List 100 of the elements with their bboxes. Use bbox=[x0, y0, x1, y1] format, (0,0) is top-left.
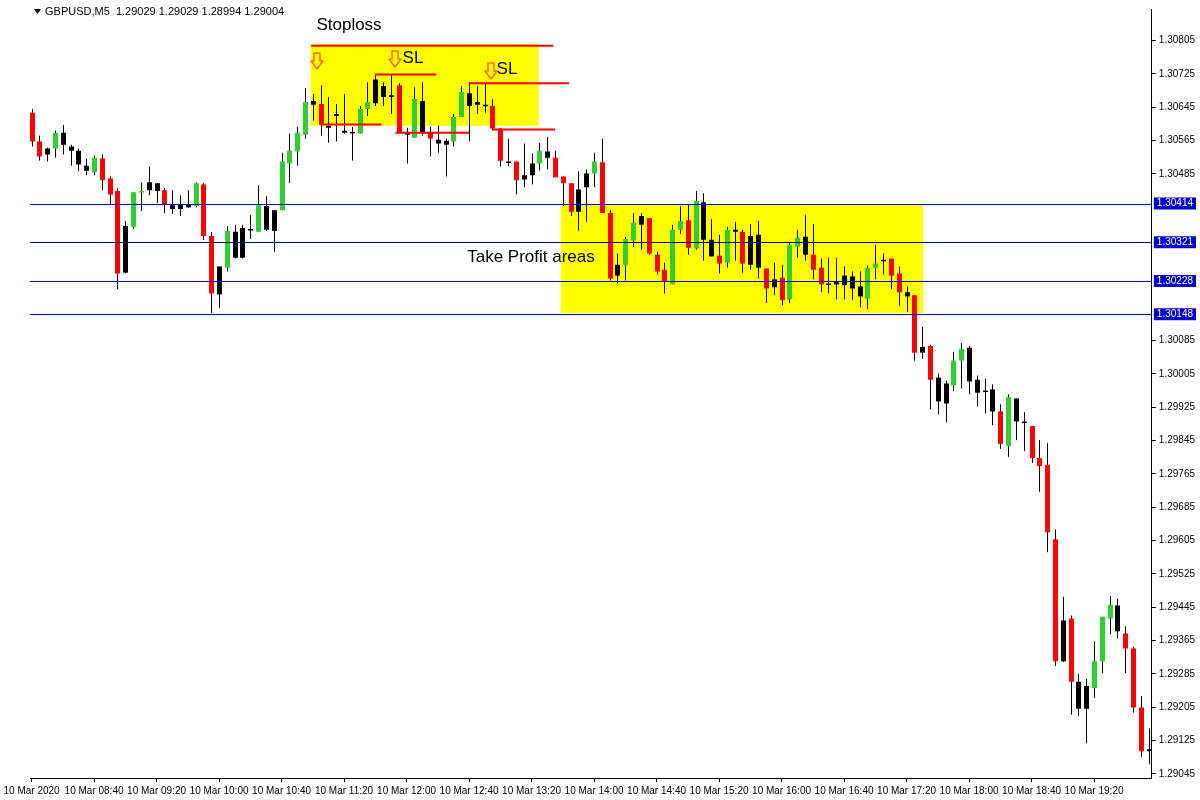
candlestick bbox=[975, 375, 980, 407]
candlestick bbox=[342, 93, 347, 135]
x-tick-label: 10 Mar 12:40 bbox=[439, 784, 499, 796]
x-tick-label: 10 Mar 13:20 bbox=[502, 784, 562, 796]
candlestick bbox=[1022, 411, 1027, 452]
y-tick-label: 1.29925 bbox=[1158, 401, 1196, 412]
y-tick-label: 1.29045 bbox=[1158, 767, 1196, 779]
x-tick-label: 10 Mar 18:40 bbox=[1002, 784, 1062, 796]
candlestick bbox=[553, 150, 558, 178]
candlestick bbox=[530, 153, 535, 185]
y-tick-label: 1.29365 bbox=[1158, 634, 1196, 646]
x-tick-label: 10 Mar 16:00 bbox=[752, 784, 812, 796]
ref-line-label: 1.30228 bbox=[1156, 274, 1194, 286]
candlestick bbox=[717, 234, 722, 275]
candlestick bbox=[37, 135, 42, 162]
candlestick bbox=[631, 212, 636, 248]
candlestick bbox=[365, 81, 370, 117]
y-tick-label: 1.30725 bbox=[1158, 67, 1196, 79]
candlestick bbox=[764, 268, 769, 304]
annotation: Stoploss bbox=[316, 14, 382, 34]
x-tick-label: 10 Mar 16:40 bbox=[814, 784, 874, 796]
x-tick-label: 10 Mar 2020 bbox=[3, 784, 61, 796]
candlestick bbox=[780, 264, 785, 306]
x-tick-label: 10 Mar 14:40 bbox=[627, 784, 687, 796]
candlestick bbox=[147, 165, 152, 196]
candlestick bbox=[467, 81, 472, 142]
candlestick bbox=[1123, 625, 1128, 674]
candlestick bbox=[506, 138, 511, 167]
x-tick-label: 10 Mar 18:00 bbox=[939, 784, 999, 796]
x-tick-label: 10 Mar 08:40 bbox=[64, 784, 124, 796]
candlestick bbox=[311, 93, 316, 122]
candlestick bbox=[162, 187, 167, 214]
candlestick bbox=[381, 81, 386, 107]
candlestick bbox=[194, 181, 199, 208]
x-tick-label: 10 Mar 17:20 bbox=[877, 784, 937, 796]
candlestick bbox=[889, 258, 894, 290]
candlestick bbox=[334, 103, 339, 142]
candlestick bbox=[561, 175, 566, 207]
y-tick-label: 1.29125 bbox=[1158, 734, 1196, 746]
candlestick bbox=[920, 326, 925, 360]
annotation: SL bbox=[402, 47, 424, 67]
candlestick bbox=[100, 153, 105, 191]
x-tick-label: 10 Mar 10:40 bbox=[252, 784, 312, 796]
candlestick bbox=[514, 160, 519, 195]
y-tick-label: 1.30485 bbox=[1158, 167, 1196, 179]
candlestick bbox=[819, 258, 824, 293]
candlestick bbox=[873, 244, 878, 280]
x-tick-label: 10 Mar 15:20 bbox=[689, 784, 749, 796]
candlestick bbox=[905, 285, 910, 313]
candlestick bbox=[522, 143, 527, 188]
candlestick bbox=[475, 85, 480, 115]
candlestick bbox=[990, 383, 995, 426]
candlestick bbox=[436, 125, 441, 154]
ref-line-label: 1.30321 bbox=[1156, 236, 1194, 248]
candlestick bbox=[584, 168, 589, 223]
candlestick bbox=[1108, 595, 1113, 635]
candlestick bbox=[1014, 398, 1019, 441]
x-tick-label: 10 Mar 19:20 bbox=[1064, 784, 1124, 796]
candlestick bbox=[108, 175, 113, 206]
candlestick bbox=[959, 342, 964, 389]
candlestick bbox=[272, 209, 277, 253]
candlestick bbox=[155, 182, 160, 204]
candlestick bbox=[1037, 439, 1042, 493]
candlestick bbox=[295, 126, 300, 167]
candlestick bbox=[944, 380, 949, 423]
candlestick bbox=[858, 270, 863, 308]
candlestick bbox=[537, 142, 542, 172]
candlestick bbox=[897, 265, 902, 307]
y-tick-label: 1.30565 bbox=[1158, 134, 1196, 146]
y-tick-label: 1.29605 bbox=[1158, 534, 1196, 546]
candlestick bbox=[287, 133, 292, 184]
y-tick-label: 1.29765 bbox=[1158, 467, 1196, 479]
candlestick bbox=[444, 138, 449, 177]
ref-line-label: 1.30414 bbox=[1156, 197, 1194, 209]
candlestick bbox=[92, 155, 97, 176]
x-tick-label: 10 Mar 09:20 bbox=[127, 784, 187, 796]
y-tick-label: 1.29685 bbox=[1158, 500, 1196, 512]
candlestick bbox=[264, 195, 269, 232]
candlestick bbox=[733, 221, 738, 262]
chart-title: GBPUSD,M5 1.29029 1.29029 1.28994 1.29004 bbox=[45, 5, 285, 17]
y-tick-label: 1.29525 bbox=[1158, 567, 1196, 579]
candlestick bbox=[389, 74, 394, 115]
candlestick bbox=[1084, 678, 1089, 744]
y-tick-label: 1.30805 bbox=[1158, 34, 1196, 46]
candlestick bbox=[639, 212, 644, 251]
y-tick-label: 1.29205 bbox=[1158, 700, 1196, 712]
y-tick-label: 1.30085 bbox=[1158, 334, 1196, 346]
candlestick bbox=[61, 124, 66, 155]
y-tick-label: 1.29445 bbox=[1158, 600, 1196, 612]
candlestick bbox=[69, 144, 74, 167]
candlestick bbox=[326, 96, 331, 144]
y-tick-label: 1.29285 bbox=[1158, 667, 1196, 679]
ref-line-label: 1.30148 bbox=[1156, 308, 1194, 320]
x-tick-label: 10 Mar 14:00 bbox=[564, 784, 624, 796]
annotation: SL bbox=[496, 58, 518, 78]
candlestick bbox=[576, 170, 581, 232]
candlestick bbox=[139, 181, 144, 212]
y-tick-label: 1.29845 bbox=[1158, 434, 1196, 446]
candlestick bbox=[170, 189, 175, 215]
candlestick bbox=[678, 205, 683, 235]
